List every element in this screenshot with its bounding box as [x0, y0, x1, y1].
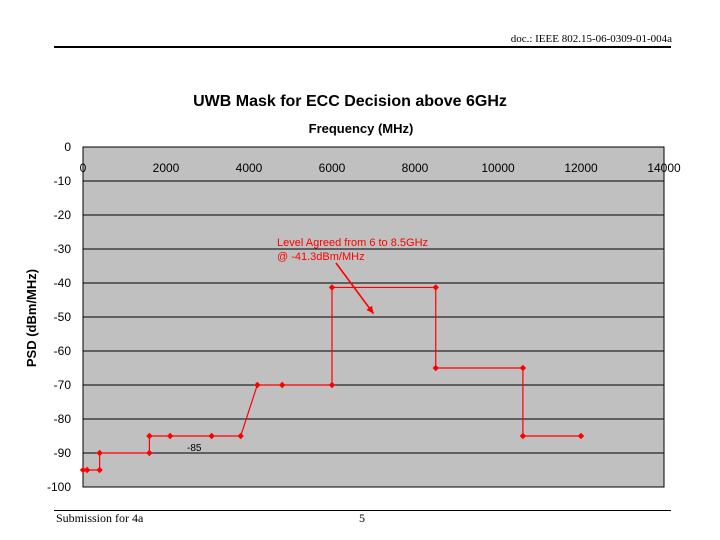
x-tick-label: 6000 — [319, 161, 346, 175]
footer-rule — [54, 510, 671, 511]
x-tick-label: 14000 — [647, 161, 681, 175]
y-tick-label: -40 — [54, 276, 72, 290]
data-point — [577, 432, 585, 440]
chart-title: UWB Mask for ECC Decision above 6GHz — [193, 93, 507, 110]
y-tick-label: -90 — [54, 446, 72, 460]
annotation-arrowhead — [366, 305, 374, 314]
data-label: -85 — [187, 443, 202, 454]
data-point — [432, 284, 439, 291]
y-tick-label: -50 — [54, 310, 72, 324]
axis-ticks: 0 -10 -20 -30 -40 -50 -60 -70 -80 -90 -100 0 2000 400… — [47, 140, 681, 494]
x-tick-label: 2000 — [153, 161, 180, 175]
data-point — [254, 381, 261, 389]
data-point — [146, 449, 153, 457]
data-point — [96, 449, 103, 457]
annotation-arrow — [335, 262, 375, 315]
y-tick-label: -100 — [47, 480, 71, 494]
annotation-line-2: @ -41.3dBm/MHz — [277, 251, 365, 263]
data-point — [328, 284, 336, 291]
annotation: Level Agreed from 6 to 8.5GHz @ -41.3dBm… — [277, 237, 428, 315]
footer-submission: Submission for 4a — [56, 511, 144, 525]
annotation-line-1: Level Agreed from 6 to 8.5GHz — [277, 237, 428, 249]
y-tick-label: -60 — [54, 344, 72, 358]
x-tick-label: 10000 — [481, 161, 515, 175]
x-tick-label: 4000 — [236, 161, 263, 175]
x-axis-label: Frequency (MHz) — [309, 121, 414, 136]
y-tick-label: -10 — [54, 174, 72, 188]
y-tick-label: -80 — [54, 412, 72, 426]
data-point — [519, 364, 527, 372]
y-tick-label: 0 — [64, 140, 71, 154]
data-point — [96, 466, 103, 474]
y-tick-label: -70 — [54, 378, 72, 392]
y-tick-label: -20 — [54, 208, 72, 222]
x-tick-label: 12000 — [564, 161, 598, 175]
x-tick-label: 8000 — [402, 161, 429, 175]
data-point — [328, 381, 336, 389]
x-tick-label: 0 — [80, 161, 87, 175]
y-tick-label: -30 — [54, 242, 72, 256]
grid-lines — [83, 180, 664, 454]
document-reference: doc.: IEEE 802.15-06-0309-01-004a — [510, 33, 672, 45]
data-point — [79, 466, 87, 474]
header-rule — [54, 46, 671, 48]
data-point — [208, 432, 215, 440]
data-point — [146, 432, 153, 440]
data-point — [237, 432, 244, 440]
data-point — [83, 466, 91, 474]
data-point — [166, 432, 174, 440]
data-point — [432, 364, 439, 372]
data-point — [279, 381, 286, 389]
data-point — [519, 432, 527, 440]
series-layer — [79, 284, 585, 474]
y-axis-label: PSD (dBm/MHz) — [24, 269, 39, 367]
page-number: 5 — [359, 511, 365, 525]
